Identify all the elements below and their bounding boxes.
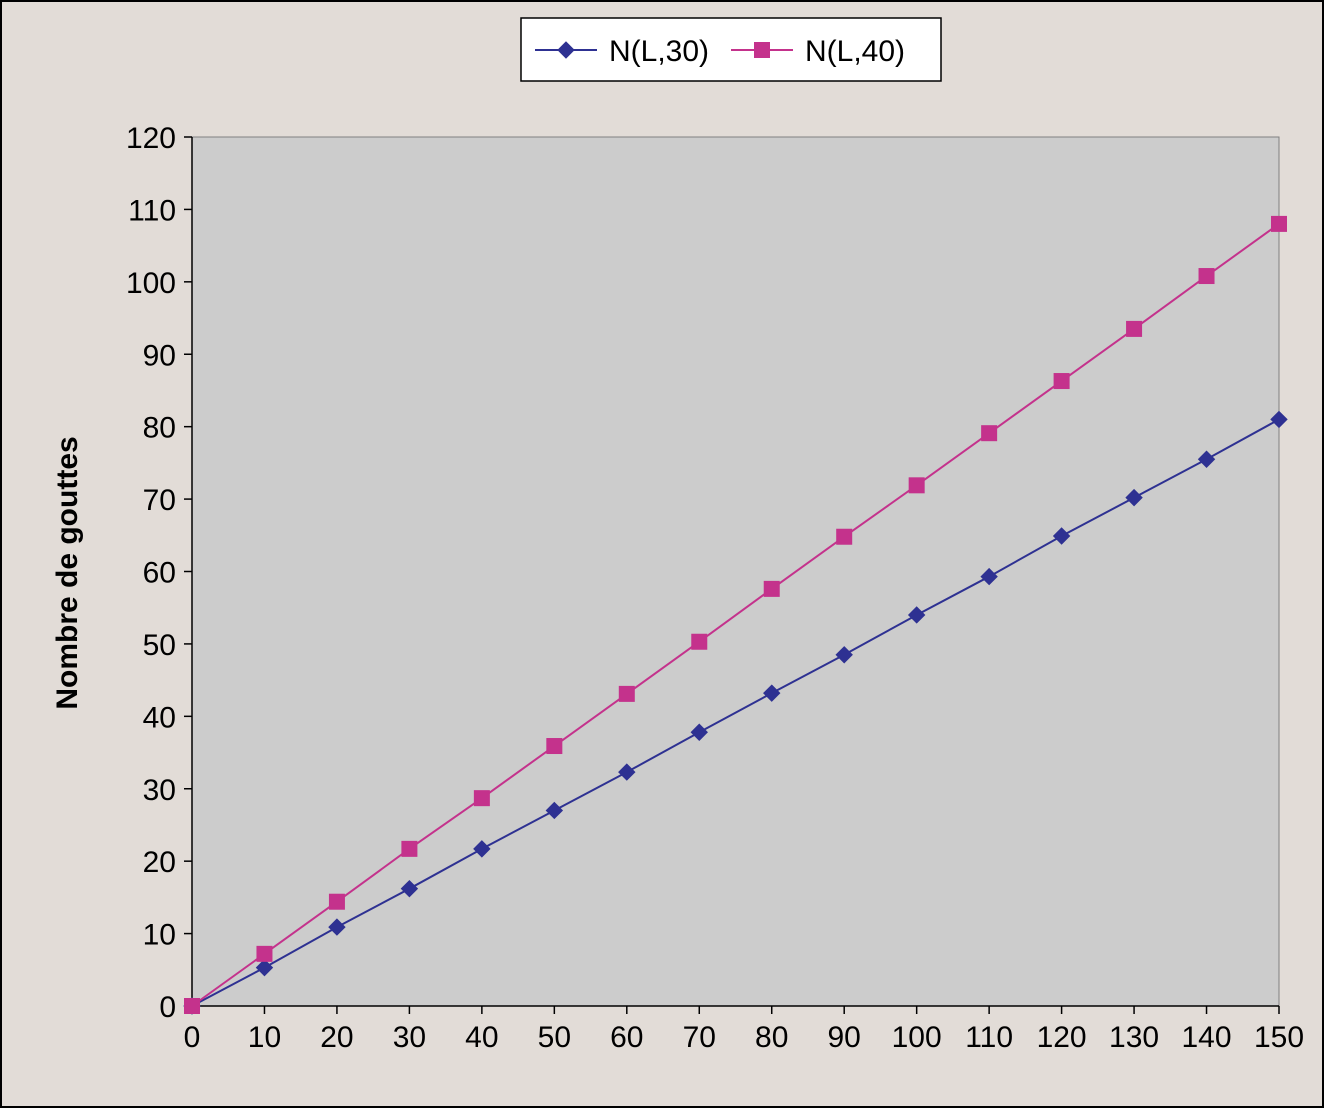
y-tick-label: 60 xyxy=(143,557,176,590)
data-point xyxy=(1052,527,1071,545)
x-tick-label: 10 xyxy=(248,1021,281,1054)
legend-marker xyxy=(557,41,575,59)
data-point xyxy=(328,918,346,936)
series-line xyxy=(191,418,1280,1007)
data-point xyxy=(836,528,853,545)
data-point xyxy=(1270,410,1288,429)
data-point xyxy=(1125,488,1143,507)
legend-label: N(L,40) xyxy=(805,35,905,68)
y-tick-label: 10 xyxy=(143,919,176,952)
y-tick-label: 80 xyxy=(143,412,176,445)
y-tick-label: 110 xyxy=(128,194,176,227)
y-tick-label: 40 xyxy=(143,701,176,734)
data-point xyxy=(618,763,636,781)
data-point xyxy=(328,893,345,910)
x-tick-label: 90 xyxy=(828,1021,861,1054)
x-tick-label: 60 xyxy=(610,1021,643,1054)
data-point xyxy=(545,801,564,820)
y-tick-label: 0 xyxy=(159,991,176,1024)
data-point xyxy=(1053,373,1070,390)
y-tick-label: 120 xyxy=(126,122,176,155)
y-tick-label: 20 xyxy=(143,846,176,879)
data-point xyxy=(546,738,563,755)
x-tick-label: 100 xyxy=(892,1021,942,1054)
data-point xyxy=(255,958,274,977)
series-2 xyxy=(184,215,1287,1014)
x-axis: 0 10 20 30 40 50 60 70 80 90 100 110 120 130 140 150 xyxy=(184,1005,1304,1054)
x-tick-label: 50 xyxy=(538,1021,571,1054)
data-point xyxy=(691,633,708,650)
x-tick-label: 140 xyxy=(1182,1021,1232,1054)
data-point xyxy=(401,840,418,857)
y-tick-label: 90 xyxy=(143,339,176,372)
data-point xyxy=(184,998,200,1014)
data-point xyxy=(835,646,853,664)
y-tick-label: 100 xyxy=(126,267,176,300)
x-tick-label: 40 xyxy=(465,1021,498,1054)
legend-marker xyxy=(754,42,770,58)
x-tick-label: 20 xyxy=(320,1021,353,1054)
data-point xyxy=(763,684,781,702)
data-point xyxy=(256,945,273,962)
plot-area xyxy=(191,136,1280,1007)
data-point xyxy=(473,840,491,858)
x-tick-label: 70 xyxy=(683,1021,716,1054)
x-tick-label: 120 xyxy=(1037,1021,1087,1054)
y-axis: 0 10 20 30 40 50 60 70 80 90 100 110 120 xyxy=(126,122,193,1024)
y-tick-label: 50 xyxy=(143,629,176,662)
x-tick-label: 110 xyxy=(965,1021,1013,1054)
y-axis-label: Nombre de gouttes xyxy=(51,436,84,709)
data-point xyxy=(907,606,926,624)
y-tick-label: 70 xyxy=(143,484,176,517)
data-point xyxy=(980,567,998,586)
x-tick-label: 150 xyxy=(1254,1021,1304,1054)
data-point xyxy=(618,685,635,702)
data-point xyxy=(690,723,708,741)
series-layer xyxy=(183,215,1288,1015)
data-point xyxy=(400,879,419,898)
x-tick-label: 80 xyxy=(755,1021,788,1054)
legend: N(L,30) N(L,40) xyxy=(520,17,942,82)
y-tick-label: 30 xyxy=(143,774,176,807)
data-point xyxy=(1197,450,1216,468)
legend-entry: N(L,40) xyxy=(731,35,905,68)
data-point xyxy=(1271,215,1287,232)
x-tick-label: 30 xyxy=(393,1021,426,1054)
x-tick-label: 0 xyxy=(184,1021,201,1054)
data-point xyxy=(1198,268,1215,285)
x-tick-label: 130 xyxy=(1109,1021,1159,1054)
data-point xyxy=(763,580,780,597)
data-point xyxy=(1126,320,1143,337)
data-point xyxy=(981,425,998,442)
legend-entry: N(L,30) xyxy=(535,35,709,68)
data-point xyxy=(908,477,925,494)
legend-label: N(L,30) xyxy=(609,35,709,68)
data-point xyxy=(473,790,490,807)
series-line xyxy=(191,223,1280,1007)
